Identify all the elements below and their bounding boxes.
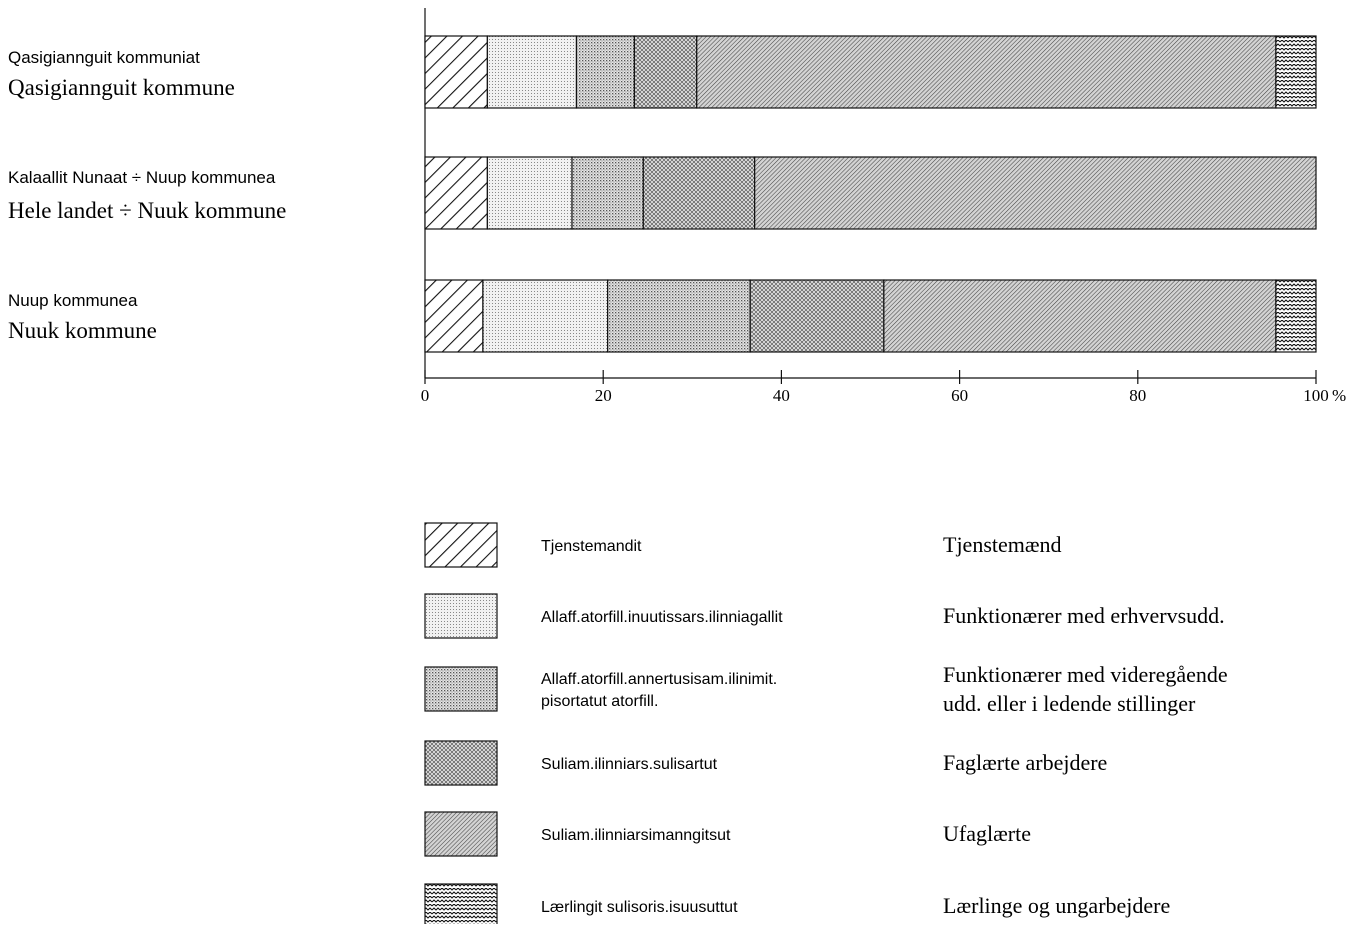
bar-segment [754, 156, 1317, 230]
category-label-danish: Qasigiannguit kommune [8, 75, 235, 100]
legend-swatch [424, 883, 498, 929]
bar-segment [486, 156, 573, 230]
legend-label-greenlandic: Allaff.atorfill.inuutissars.ilinniagalli… [541, 609, 783, 626]
legend-swatch [424, 811, 498, 857]
bar-segment [424, 279, 484, 353]
legend-label-greenlandic: Lærlingit sulisoris.isuusuttut [541, 899, 738, 916]
x-tick-label: 40 [773, 386, 790, 405]
legend-label-danish: udd. eller i ledende stillinger [943, 691, 1196, 716]
bar-segment [482, 279, 609, 353]
legend-label-danish: Faglærte arbejdere [943, 750, 1107, 775]
legend-label-danish: Funktionærer med erhvervsudd. [943, 603, 1225, 628]
category-label-greenlandic: Nuup kommunea [8, 291, 138, 310]
legend-label-danish: Funktionærer med videregående [943, 662, 1228, 687]
legend-label-greenlandic: pisortatut atorfill. [541, 693, 658, 710]
category-label-danish: Nuuk kommune [8, 318, 157, 343]
category-labels: Qasigiannguit kommuniat Qasigiannguit kom… [8, 48, 286, 343]
bar-segment [486, 35, 578, 109]
category-label-greenlandic: Kalaallit Nunaat ÷ Nuup kommunea [8, 168, 276, 187]
legend-label-greenlandic: Tjenstemandit [541, 538, 642, 555]
x-tick-label: 60 [951, 386, 968, 405]
x-tick-label: 80 [1129, 386, 1146, 405]
legend-label-greenlandic: Allaff.atorfill.annertusisam.ilinimit. [541, 671, 777, 688]
bar-segment [575, 35, 635, 109]
x-tick-label: 0 [421, 386, 430, 405]
bar-segment [607, 279, 751, 353]
legend-label-danish: Lærlinge og ungarbejdere [943, 893, 1170, 918]
bar-segment [696, 35, 1277, 109]
legend-label-danish: Tjenstemænd [943, 532, 1062, 557]
legend-label-greenlandic: Suliam.ilinniarsimanngitsut [541, 827, 731, 844]
category-label-danish: Hele landet ÷ Nuuk kommune [8, 198, 286, 223]
bar-segment [424, 35, 488, 109]
legend: Tjenstemandit Tjenstemænd Allaff.atorfill.… [424, 522, 1228, 929]
x-tick-label: 20 [595, 386, 612, 405]
bar-segment [883, 279, 1277, 353]
legend-swatch [424, 666, 498, 712]
legend-label-danish: Ufaglærte [943, 821, 1031, 846]
x-tick-label: 100 [1303, 386, 1329, 405]
bar-segment [1275, 35, 1317, 109]
bar-segment [571, 156, 644, 230]
bar-segment [633, 35, 698, 109]
legend-label-greenlandic: Suliam.ilinniars.sulisartut [541, 756, 718, 773]
legend-swatch [424, 740, 498, 786]
bars-group [424, 35, 1317, 353]
x-unit-label: % [1332, 386, 1346, 405]
bar-segment [1275, 279, 1317, 353]
category-label-greenlandic: Qasigiannguit kommuniat [8, 48, 200, 67]
x-axis: 0 20 40 60 80 100% [421, 8, 1346, 405]
legend-swatch [424, 522, 498, 568]
bar-segment [642, 156, 756, 230]
bar-segment [424, 156, 488, 230]
bar-segment [749, 279, 885, 353]
legend-swatch [424, 593, 498, 639]
